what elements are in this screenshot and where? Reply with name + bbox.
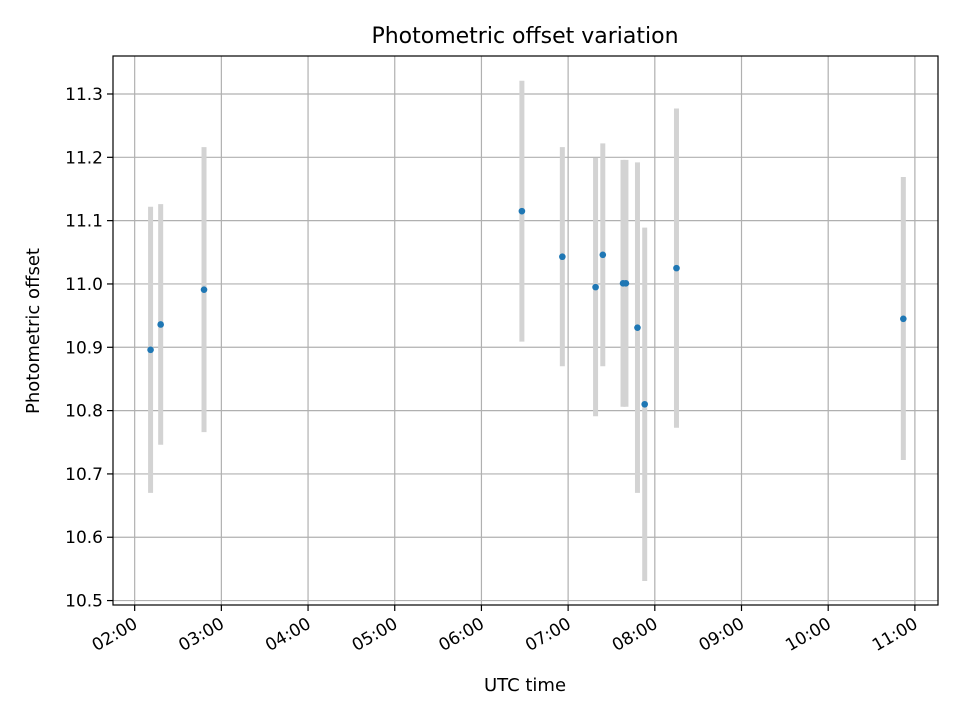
y-tick-label: 10.9 bbox=[65, 338, 103, 358]
data-point bbox=[518, 207, 526, 215]
grid-layer bbox=[113, 56, 938, 605]
data-point bbox=[622, 280, 630, 287]
y-tick-label: 11.1 bbox=[65, 212, 103, 232]
data-point bbox=[157, 321, 164, 328]
chart-title: Photometric offset variation bbox=[371, 24, 678, 49]
y-tick-label: 11.2 bbox=[65, 148, 103, 168]
y-tick-label: 10.6 bbox=[65, 528, 103, 548]
data-point bbox=[900, 315, 907, 323]
data-point bbox=[673, 264, 680, 272]
x-axis-label: UTC time bbox=[484, 675, 566, 696]
data-point bbox=[200, 286, 208, 293]
plot-frame bbox=[112, 55, 939, 606]
data-point bbox=[634, 324, 641, 331]
y-tick-label: 10.7 bbox=[65, 465, 103, 485]
point-layer bbox=[147, 207, 907, 408]
data-point bbox=[599, 251, 607, 259]
y-tick-label: 11.3 bbox=[65, 85, 103, 105]
y-axis-label: Photometric offset bbox=[23, 248, 44, 414]
data-point bbox=[592, 283, 599, 291]
data-point bbox=[559, 253, 566, 261]
data-point bbox=[641, 400, 648, 408]
y-tick-label: 10.5 bbox=[65, 592, 103, 612]
y-tick-label: 10.8 bbox=[65, 402, 103, 422]
y-tick-label: 11.0 bbox=[65, 275, 103, 295]
data-point bbox=[147, 346, 154, 354]
